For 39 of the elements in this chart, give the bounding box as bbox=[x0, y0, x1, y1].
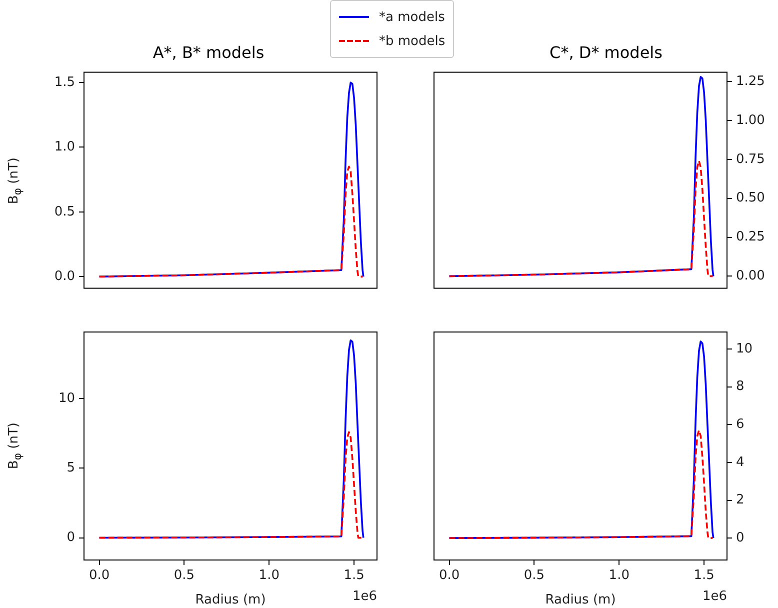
legend-label: *b models bbox=[379, 34, 446, 48]
line-series bbox=[448, 429, 714, 539]
chart-title: C*, D* models bbox=[550, 42, 662, 62]
y-tick-label: 0 bbox=[66, 530, 75, 546]
x-tick-label: 0.5 bbox=[524, 568, 545, 584]
chart-title: A*, B* models bbox=[152, 42, 264, 62]
y-tick-label: 1.25 bbox=[736, 74, 765, 89]
y-tick-label: 0.00 bbox=[736, 268, 765, 284]
y-tick-label: 10 bbox=[58, 391, 75, 406]
y-tick-label: 0.50 bbox=[736, 190, 765, 206]
text: 1e6 bbox=[702, 588, 727, 604]
y-tick-label: 1.5 bbox=[54, 74, 75, 90]
y-tick-label: 8 bbox=[736, 379, 744, 394]
y-tick-label: 0 bbox=[736, 530, 744, 546]
line-series bbox=[448, 160, 714, 278]
y-tick-label: 4 bbox=[736, 454, 744, 470]
x-axis-title: Radius (m) bbox=[545, 592, 616, 608]
x-tick-label: 1.5 bbox=[344, 568, 364, 584]
y-tick-label: 1.00 bbox=[736, 112, 765, 128]
text: 1e6 bbox=[352, 588, 377, 604]
legend-label: *a models bbox=[379, 10, 445, 24]
y-tick-label: 0.25 bbox=[736, 230, 765, 245]
y-tick-label: 1.0 bbox=[54, 140, 75, 155]
y-tick-label: 2 bbox=[736, 492, 744, 508]
y-tick-label: 0.5 bbox=[54, 204, 75, 220]
x-axis-title: Radius (m) bbox=[195, 592, 266, 608]
y-tick-label: 10 bbox=[736, 341, 753, 356]
x-tick-label: 1.0 bbox=[258, 568, 280, 584]
y-tick-label: 5 bbox=[66, 460, 75, 476]
line-series bbox=[98, 431, 364, 539]
x-tick-label: 1.5 bbox=[694, 568, 714, 584]
y-tick-label: 0.75 bbox=[736, 152, 765, 167]
x-tick-label: 0.0 bbox=[438, 568, 460, 584]
y-tick-label: 0.0 bbox=[54, 268, 75, 284]
x-tick-label: 0.5 bbox=[174, 568, 195, 584]
line-series bbox=[98, 166, 364, 278]
x-tick-label: 1.0 bbox=[608, 568, 630, 584]
y-tick-label: 6 bbox=[736, 417, 744, 432]
x-tick-label: 0.0 bbox=[88, 568, 110, 584]
